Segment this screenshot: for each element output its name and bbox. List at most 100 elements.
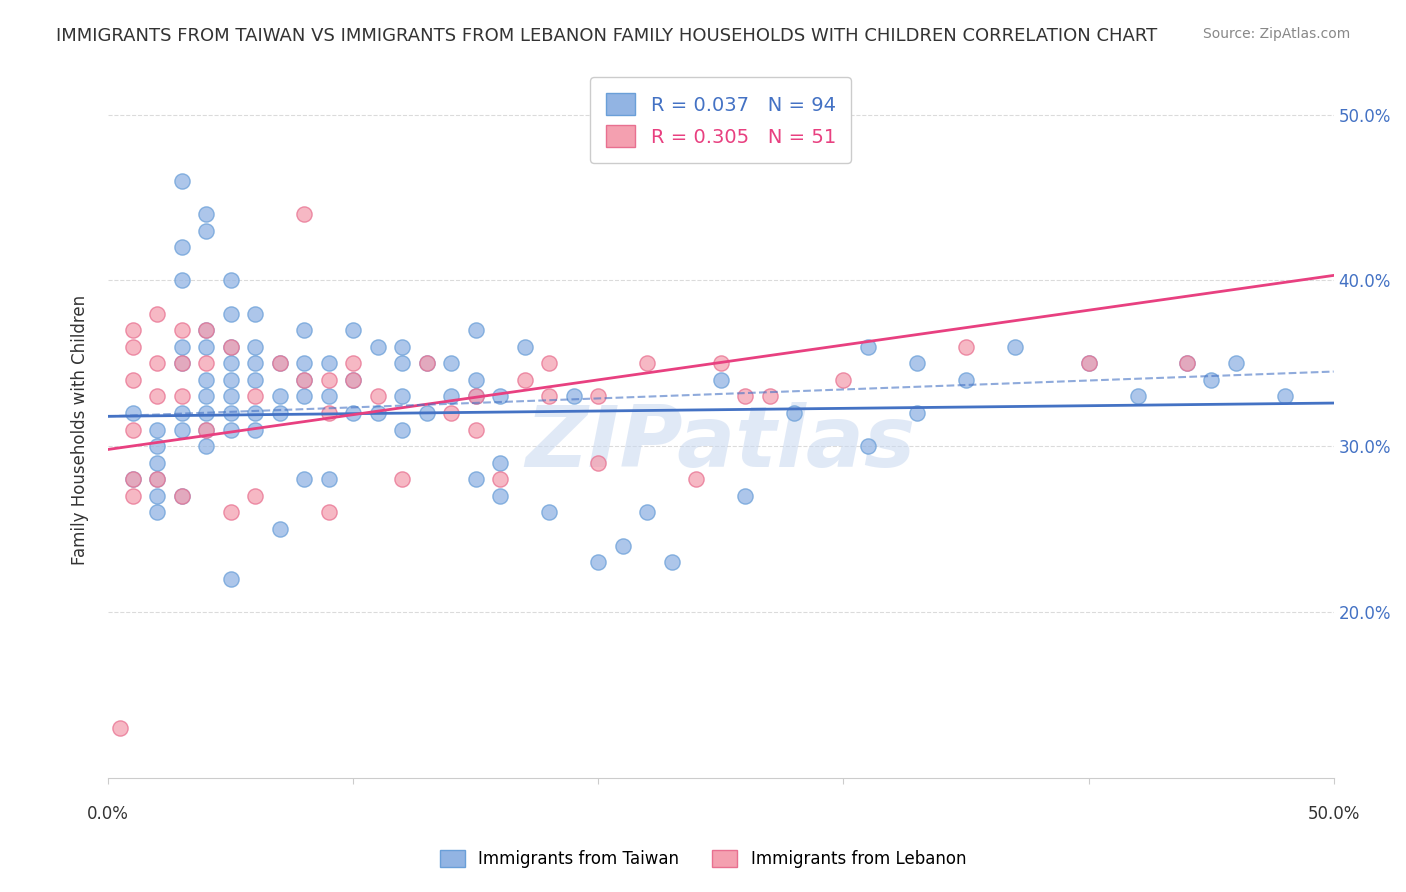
Point (318, 389, 340, 403)
Point (146, 439, 169, 453)
Point (146, 356, 169, 370)
Point (195, 439, 218, 453)
Point (195, 323, 218, 337)
Point (243, 389, 266, 403)
Point (440, 406, 463, 420)
Point (734, 389, 756, 403)
Point (415, 406, 437, 420)
Point (586, 456, 609, 470)
Point (170, 489, 193, 503)
Point (219, 423, 242, 437)
Point (170, 340, 193, 354)
Y-axis label: Family Households with Children: Family Households with Children (72, 294, 89, 565)
Point (856, 340, 879, 354)
Point (243, 423, 266, 437)
Text: 0.0%: 0.0% (87, 805, 129, 823)
Point (318, 472, 340, 486)
Point (955, 340, 977, 354)
Point (110, 721, 132, 735)
Point (219, 389, 242, 403)
Point (710, 356, 733, 370)
Point (243, 356, 266, 370)
Point (195, 224, 218, 238)
Point (269, 356, 291, 370)
Point (1175, 356, 1198, 370)
Point (464, 472, 486, 486)
Point (636, 356, 658, 370)
Point (170, 273, 193, 287)
Point (121, 373, 143, 387)
Point (513, 340, 536, 354)
Point (367, 340, 389, 354)
Point (661, 555, 683, 569)
Point (195, 340, 218, 354)
Text: ZIPatlas: ZIPatlas (526, 402, 915, 485)
Point (146, 472, 169, 486)
Point (832, 373, 855, 387)
Point (710, 373, 733, 387)
Point (170, 489, 193, 503)
Point (489, 456, 512, 470)
Point (219, 306, 242, 320)
Point (121, 472, 143, 486)
Point (367, 389, 389, 403)
Point (146, 306, 169, 320)
Point (1274, 389, 1296, 403)
Point (538, 506, 561, 520)
Point (146, 472, 169, 486)
Point (170, 323, 193, 337)
Point (489, 489, 512, 503)
Point (219, 572, 242, 586)
Point (391, 340, 413, 354)
Point (342, 323, 364, 337)
Point (783, 406, 806, 420)
Point (513, 373, 536, 387)
Point (685, 472, 707, 486)
Point (269, 356, 291, 370)
Point (586, 389, 609, 403)
Point (195, 423, 218, 437)
Point (464, 389, 486, 403)
Point (170, 356, 193, 370)
Point (219, 406, 242, 420)
Point (121, 406, 143, 420)
Point (1225, 356, 1247, 370)
Point (243, 373, 266, 387)
Point (612, 539, 634, 553)
Point (243, 340, 266, 354)
Point (195, 207, 218, 221)
Point (219, 373, 242, 387)
Point (292, 356, 315, 370)
Point (121, 340, 143, 354)
Point (146, 389, 169, 403)
Point (415, 356, 437, 370)
Legend: Immigrants from Taiwan, Immigrants from Lebanon: Immigrants from Taiwan, Immigrants from … (433, 843, 973, 875)
Point (538, 389, 561, 403)
Point (146, 456, 169, 470)
Point (586, 555, 609, 569)
Point (269, 522, 291, 536)
Point (243, 406, 266, 420)
Point (219, 340, 242, 354)
Point (391, 389, 413, 403)
Text: Source: ZipAtlas.com: Source: ZipAtlas.com (1202, 27, 1350, 41)
Point (1175, 356, 1198, 370)
Point (292, 323, 315, 337)
Point (146, 489, 169, 503)
Point (342, 406, 364, 420)
Point (489, 389, 512, 403)
Point (342, 373, 364, 387)
Point (170, 406, 193, 420)
Point (146, 423, 169, 437)
Point (342, 373, 364, 387)
Point (219, 273, 242, 287)
Point (1077, 356, 1099, 370)
Point (391, 423, 413, 437)
Point (391, 472, 413, 486)
Point (195, 423, 218, 437)
Point (121, 489, 143, 503)
Point (440, 356, 463, 370)
Point (636, 506, 658, 520)
Point (415, 356, 437, 370)
Point (195, 389, 218, 403)
